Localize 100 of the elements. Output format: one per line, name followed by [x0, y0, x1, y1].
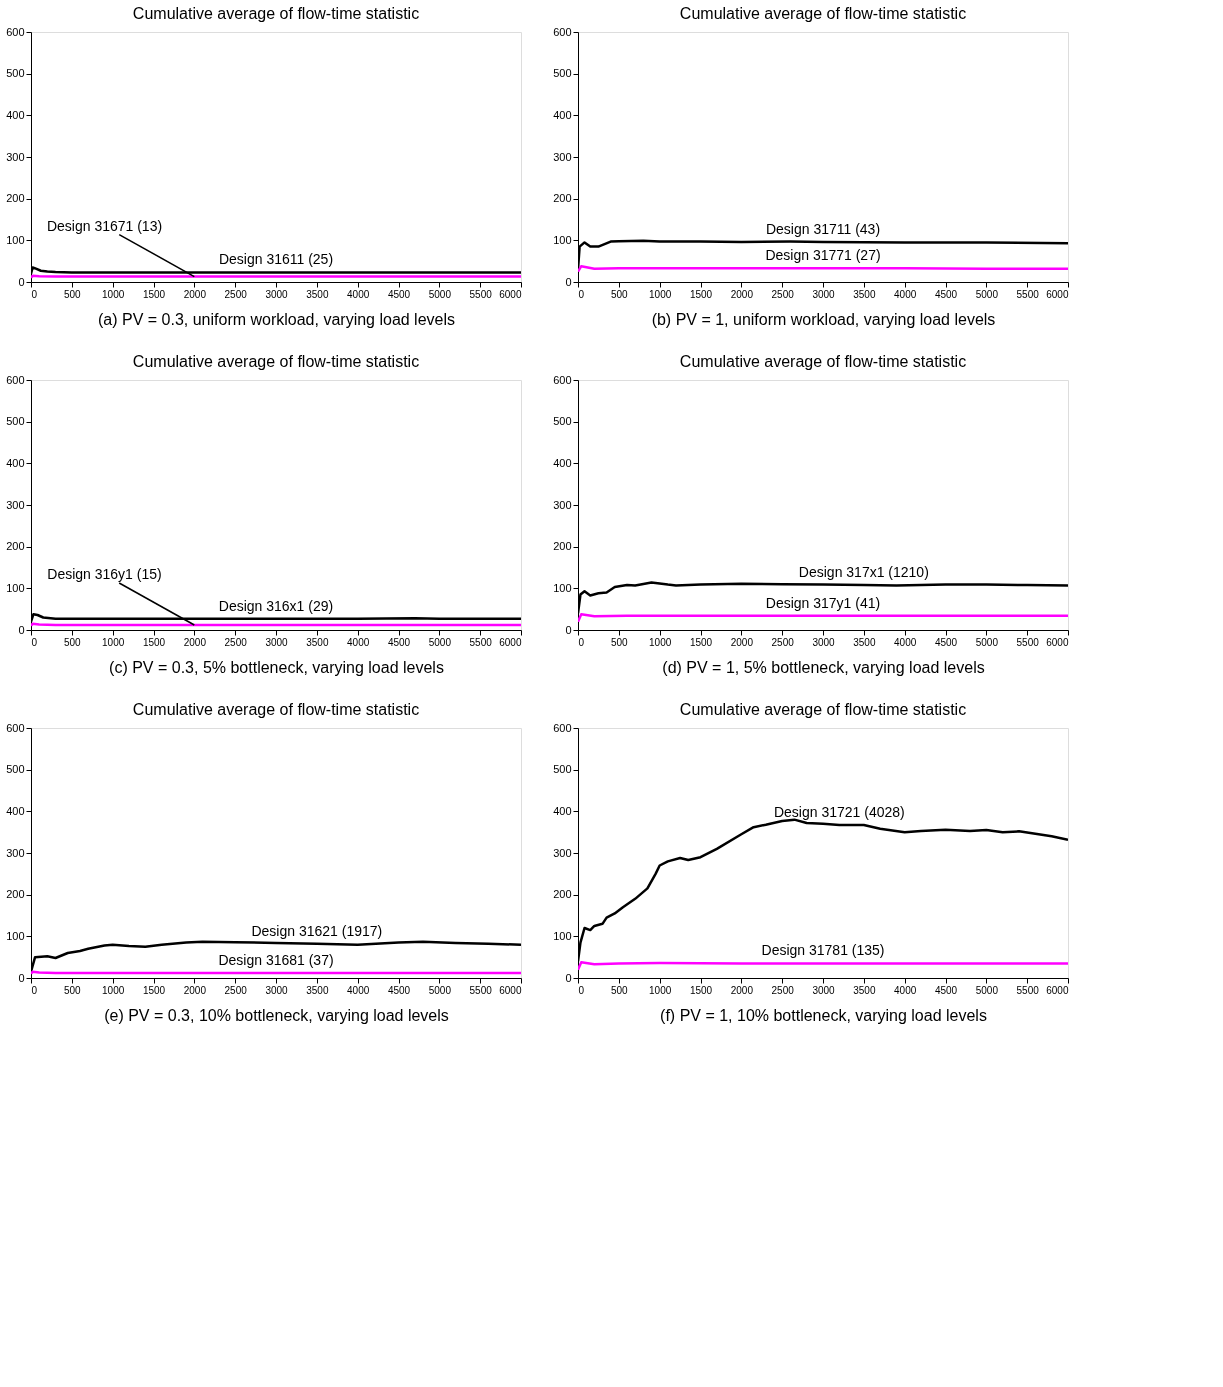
chart-title: Cumulative average of flow-time statistic [132, 353, 420, 370]
x-tick-label: 500 [610, 636, 629, 648]
x-tick-label: 5500 [469, 984, 493, 996]
x-axis-title: (b) PV = 1, uniform workload, varying load levels [651, 310, 996, 328]
y-tick-label: 600 [553, 373, 572, 386]
x-tick-label: 1500 [142, 984, 166, 996]
x-tick-label: 4000 [894, 288, 917, 300]
x-tick-label: 0 [578, 636, 585, 648]
y-tick-label: 500 [6, 67, 25, 80]
x-tick-label: 500 [63, 984, 82, 996]
x-tick-label: 0 [31, 636, 38, 648]
x-tick-label: 2000 [730, 984, 754, 996]
y-tick-label: 400 [553, 456, 572, 469]
y-tick-label: 200 [6, 888, 25, 901]
series-label: Design 316x1 (29) [218, 597, 334, 614]
x-tick-label: 1500 [689, 984, 713, 996]
series-label: Design 317x1 (1210) [798, 564, 929, 580]
y-tick-label: 0 [565, 275, 572, 288]
x-tick-label: 4500 [387, 288, 411, 300]
x-tick-label: 5500 [1016, 984, 1040, 996]
x-tick-label: 2500 [771, 636, 795, 648]
y-tick-label: 0 [18, 623, 25, 636]
x-tick-label: 2000 [183, 636, 207, 648]
x-tick-label: 1000 [649, 636, 672, 648]
x-tick-label: 1500 [689, 288, 713, 300]
y-tick-label: 200 [553, 540, 572, 553]
y-tick-label: 500 [553, 67, 572, 80]
y-tick-label: 300 [553, 498, 572, 511]
x-tick-label: 1500 [142, 288, 166, 300]
y-tick-label: 200 [6, 540, 25, 553]
y-tick-label: 600 [6, 25, 25, 38]
x-tick-label: 4500 [934, 984, 958, 996]
x-tick-label: 2000 [183, 288, 207, 300]
x-tick-label: 3500 [853, 984, 876, 996]
x-tick-label: 3000 [812, 288, 836, 300]
y-tick-label: 400 [553, 108, 572, 121]
chart-title: Cumulative average of flow-time statistic [679, 5, 967, 22]
x-tick-label: 6000 [499, 288, 522, 300]
y-tick-label: 100 [6, 233, 25, 246]
series-label: Design 317y1 (41) [765, 594, 881, 611]
x-tick-label: 3500 [853, 288, 876, 300]
x-tick-label: 4000 [894, 984, 917, 996]
chart-title: Cumulative average of flow-time statistic [132, 5, 420, 22]
x-axis-title: (c) PV = 0.3, 5% bottleneck, varying load levels [109, 658, 444, 676]
x-tick-label: 5500 [469, 288, 493, 300]
x-tick-label: 2000 [730, 288, 754, 300]
y-tick-label: 600 [553, 25, 572, 38]
x-tick-label: 0 [578, 984, 585, 996]
x-tick-label: 2500 [771, 984, 795, 996]
x-tick-label: 6000 [499, 984, 522, 996]
series-label: Design 31621 (1917) [251, 922, 383, 939]
x-tick-label: 5500 [1016, 636, 1040, 648]
y-tick-label: 100 [553, 581, 572, 594]
x-tick-label: 2500 [224, 288, 248, 300]
x-tick-label: 4000 [347, 636, 370, 648]
x-tick-label: 1500 [142, 636, 166, 648]
x-tick-label: 500 [610, 984, 629, 996]
x-tick-label: 3000 [812, 984, 836, 996]
x-tick-label: 4500 [934, 288, 958, 300]
x-tick-label: 0 [31, 984, 38, 996]
y-tick-label: 600 [6, 373, 25, 386]
text: Design 316y1 (15) [47, 566, 162, 582]
y-tick-label: 0 [565, 623, 572, 636]
y-tick-label: 300 [553, 150, 572, 163]
x-tick-label: 3500 [853, 636, 876, 648]
x-tick-label: 5000 [975, 636, 999, 648]
y-tick-label: 600 [553, 721, 572, 734]
x-tick-label: 3000 [265, 984, 289, 996]
y-tick-label: 500 [553, 415, 572, 428]
series-label: Design 31721 (4028) [773, 804, 905, 821]
series-label: Design 31771 (27) [765, 247, 881, 264]
x-axis-title: (a) PV = 0.3, uniform workload, varying load levels [97, 310, 456, 328]
x-tick-label: 2000 [183, 984, 207, 996]
x-axis-title: (f) PV = 1, 10% bottleneck, varying load levels [660, 1006, 987, 1024]
x-tick-label: 1000 [102, 984, 125, 996]
y-tick-label: 300 [6, 150, 25, 163]
x-tick-label: 4500 [387, 636, 411, 648]
x-tick-label: 5000 [975, 984, 999, 996]
x-tick-label: 6000 [1046, 984, 1069, 996]
x-tick-label: 500 [610, 288, 629, 300]
y-tick-label: 200 [6, 192, 25, 205]
x-tick-label: 0 [31, 288, 38, 300]
x-tick-label: 0 [578, 288, 585, 300]
chart-title: Cumulative average of flow-time statistic [132, 701, 420, 718]
x-tick-label: 4000 [347, 984, 370, 996]
chart-title: Cumulative average of flow-time statistic [679, 701, 967, 718]
y-tick-label: 300 [6, 846, 25, 859]
x-tick-label: 500 [63, 636, 82, 648]
x-tick-label: 6000 [499, 636, 522, 648]
y-tick-label: 300 [553, 846, 572, 859]
x-tick-label: 1000 [102, 288, 125, 300]
y-tick-label: 500 [6, 415, 25, 428]
y-tick-label: 200 [553, 888, 572, 901]
x-tick-label: 1000 [649, 984, 672, 996]
y-tick-label: 100 [553, 233, 572, 246]
x-tick-label: 1000 [102, 636, 125, 648]
y-tick-label: 500 [553, 763, 572, 776]
y-tick-label: 500 [6, 763, 25, 776]
x-tick-label: 4500 [934, 636, 958, 648]
y-tick-label: 300 [6, 498, 25, 511]
